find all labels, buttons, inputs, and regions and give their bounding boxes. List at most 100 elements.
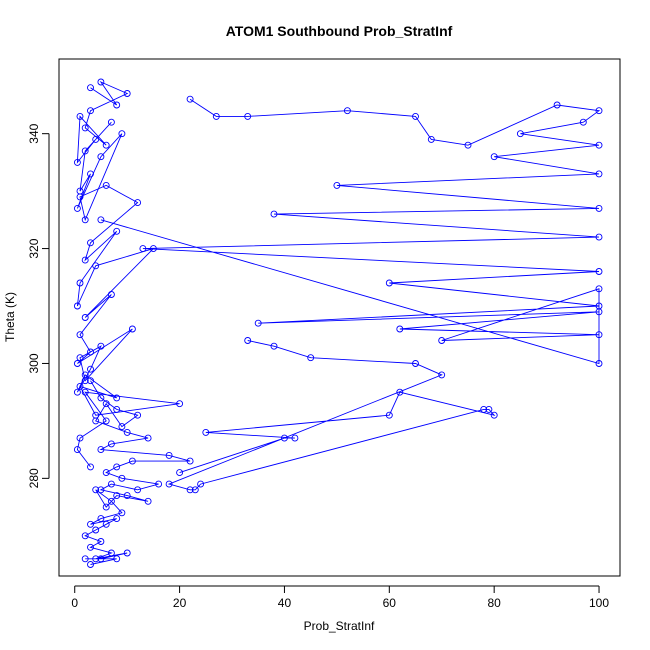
x-axis-label: Prob_StratInf (304, 619, 375, 633)
series-0-point-17 (81, 216, 89, 224)
series-2-point-30 (113, 515, 121, 523)
series-2-point-27 (118, 509, 126, 517)
series-0-point-11 (81, 147, 89, 155)
series-1-point-10 (516, 130, 524, 138)
series-3-point-8 (480, 405, 488, 413)
series-2-point-19 (107, 480, 115, 488)
series-2-point-4 (118, 423, 126, 431)
series-1-point-14 (333, 181, 341, 189)
series-2-point-18 (134, 486, 142, 494)
series-2-point-34 (97, 538, 105, 545)
series-0-point-2 (97, 78, 105, 86)
series-3-line (167, 340, 496, 491)
series-2-point-36 (107, 549, 115, 557)
series-1-point-0 (186, 95, 194, 103)
x-tick-label-1: 20 (173, 596, 187, 610)
series-0-point-29 (107, 291, 115, 298)
series-0-point-18 (76, 193, 84, 201)
series-2-point-14 (113, 463, 121, 471)
series-0-point-7 (76, 112, 84, 120)
series-2-point-21 (123, 492, 131, 500)
series-2-point-16 (118, 474, 126, 482)
series-2-point-23 (113, 492, 121, 500)
series-0-point-21 (87, 239, 94, 247)
series-3-point-5 (396, 388, 404, 396)
series-0-point-16 (118, 130, 126, 138)
series-0-point-14 (73, 204, 81, 212)
series-3-point-14 (412, 360, 419, 367)
x-tick-label-2: 40 (278, 596, 292, 610)
series-1-point-2 (244, 112, 252, 120)
series-1-point-5 (427, 135, 435, 143)
series-0-point-13 (87, 170, 94, 178)
series-2-point-25 (92, 486, 100, 494)
series-2-point-20 (97, 486, 105, 494)
series-3-point-6 (490, 411, 498, 419)
series-1-point-28 (595, 360, 603, 367)
series-2-point-35 (87, 543, 94, 551)
series-3-point-11 (186, 486, 194, 494)
series-3-point-4 (385, 411, 393, 419)
series-1-point-15 (595, 204, 603, 212)
series-1-point-16 (270, 210, 278, 218)
series-3-point-15 (307, 354, 315, 362)
series-2-point-37 (92, 555, 100, 563)
series-3-point-7 (485, 405, 493, 413)
series-1-point-19 (595, 268, 603, 275)
x-tick-label-3: 60 (383, 596, 397, 610)
series-1-point-29 (97, 216, 105, 224)
series-3-point-17 (244, 337, 252, 344)
series-0-point-10 (107, 118, 115, 126)
series-1-point-12 (490, 153, 498, 161)
series-2-point-17 (155, 480, 163, 488)
series-3-point-3 (202, 428, 210, 436)
series-2-point-38 (123, 549, 131, 557)
series-2-point-28 (97, 515, 105, 523)
series-0-point-36 (97, 342, 105, 350)
series-0-point-46 (76, 434, 84, 442)
series-2-point-13 (128, 457, 136, 465)
series-0-point-33 (128, 325, 136, 333)
series-0-point-9 (92, 135, 100, 143)
series-3-point-16 (270, 342, 278, 350)
series-1-point-17 (595, 233, 603, 241)
series-1-point-27 (595, 285, 603, 293)
chart-title: ATOM1 Southbound Prob_StratInf (226, 23, 453, 39)
series-2-point-10 (97, 446, 105, 454)
series-0-point-4 (87, 107, 94, 115)
series-3-point-2 (291, 434, 299, 442)
series-2-point-22 (144, 497, 152, 505)
y-tick-label-1: 300 (27, 353, 41, 373)
series-1-point-22 (254, 319, 262, 327)
series-layer (73, 78, 603, 568)
y-tick-label-2: 320 (27, 238, 41, 258)
series-1-point-26 (438, 337, 446, 344)
series-0-point-48 (87, 463, 94, 471)
series-1-point-18 (139, 245, 147, 253)
series-0-point-31 (87, 348, 94, 356)
series-2-point-32 (92, 526, 100, 534)
series-0-point-28 (81, 314, 89, 321)
series-1-point-8 (595, 107, 603, 115)
series-0-point-37 (87, 365, 94, 373)
series-2-point-31 (102, 520, 110, 528)
x-axis: 0 20 40 60 80 100 (71, 585, 609, 610)
series-0-point-5 (81, 124, 89, 132)
series-2-point-26 (107, 497, 115, 505)
y-axis-label: Theta (K) (3, 292, 17, 342)
series-0-point-47 (73, 446, 81, 454)
series-0-point-25 (73, 302, 81, 310)
series-0-point-38 (73, 388, 81, 396)
series-0-point-41 (76, 382, 84, 390)
series-0-point-26 (92, 262, 100, 270)
series-1-point-4 (412, 112, 419, 120)
series-0-point-32 (73, 360, 81, 367)
x-tick-label-4: 80 (487, 596, 501, 610)
series-2-point-6 (92, 417, 100, 425)
series-3-point-12 (165, 480, 173, 488)
series-2-point-29 (87, 520, 94, 528)
series-1-point-6 (464, 141, 472, 149)
series-2-point-1 (97, 394, 105, 402)
series-0-point-44 (81, 388, 89, 396)
